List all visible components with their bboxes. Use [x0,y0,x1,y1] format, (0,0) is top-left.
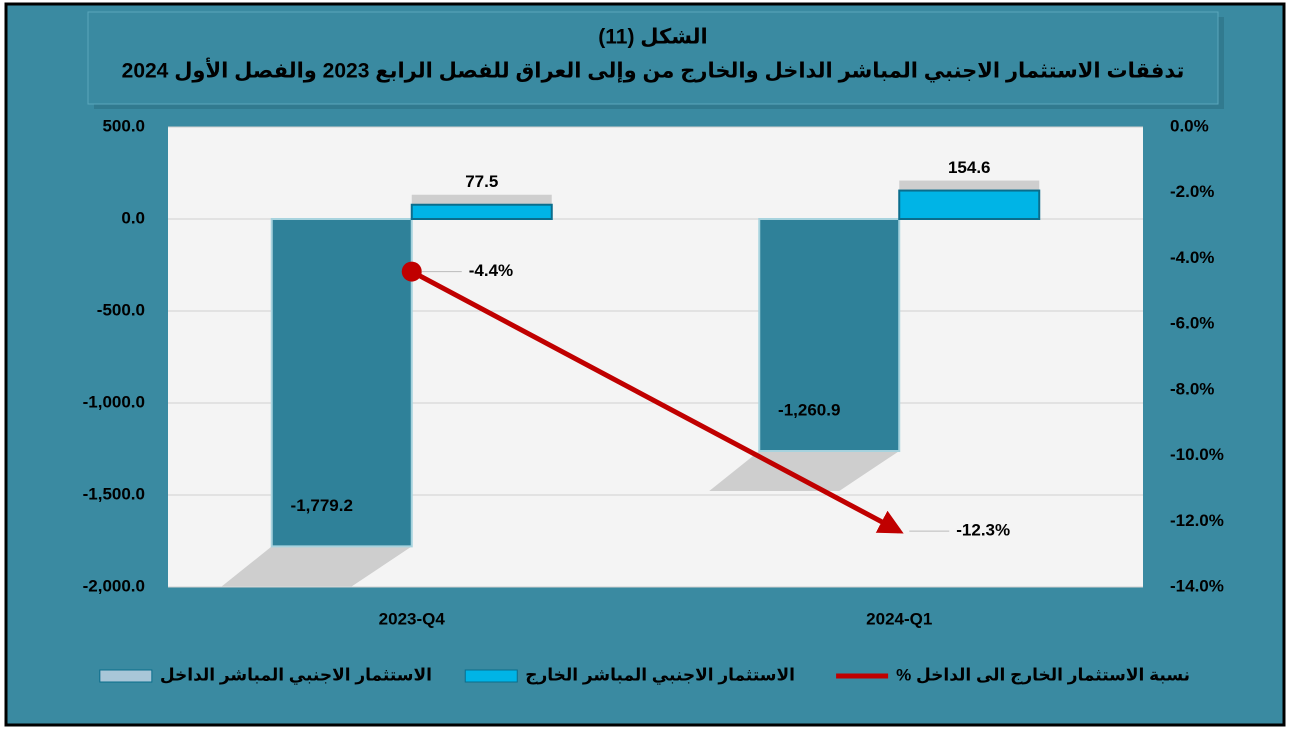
bar-shadow [709,451,900,492]
data-label: -1,260.9 [778,400,840,419]
data-label: -12.3% [956,521,1010,540]
y-tick-label: -2,000.0 [83,576,145,595]
y-tick-label: -1,000.0 [83,392,145,411]
chart-subtitle: تدفقات الاستثمار الاجنبي المباشر الداخل … [122,57,1185,84]
title-box [87,11,1219,105]
y2-tick-label: 0.0% [1170,116,1209,135]
legend-label: نسبة الاستثمار الخارج الى الداخل % [896,665,1190,685]
bar [410,203,553,221]
bar [270,218,413,548]
y2-tick-label: -10.0% [1170,445,1224,464]
data-label: -4.4% [469,261,513,280]
legend-label: الاستثمار الاجنبي المباشر الخارج [525,665,795,685]
y-tick-label: 0.0 [121,208,145,227]
y2-tick-label: -4.0% [1170,248,1214,267]
x-tick-label: 2024-Q1 [866,609,932,628]
y2-tick-label: -12.0% [1170,511,1224,530]
bar [898,189,1041,221]
y2-tick-label: -8.0% [1170,379,1214,398]
bar [758,218,901,453]
legend-swatch [99,669,153,683]
legend-swatch [464,669,518,683]
y-tick-label: 500.0 [102,116,145,135]
legend-label: الاستثمار الاجنبي المباشر الداخل [160,665,432,685]
data-label: -1,779.2 [291,496,353,515]
y2-tick-label: -2.0% [1170,182,1214,201]
data-label: 154.6 [948,158,991,177]
line-marker [401,261,422,282]
y-tick-label: -1,500.0 [83,484,145,503]
data-label: 77.5 [465,172,498,191]
y2-tick-label: -6.0% [1170,314,1214,333]
chart-title: الشكل (11) [598,26,707,49]
bar-shadow [221,546,412,587]
y-tick-label: -500.0 [97,300,145,319]
y2-tick-label: -14.0% [1170,576,1224,595]
x-tick-label: 2023-Q4 [379,609,446,628]
line [410,269,904,534]
